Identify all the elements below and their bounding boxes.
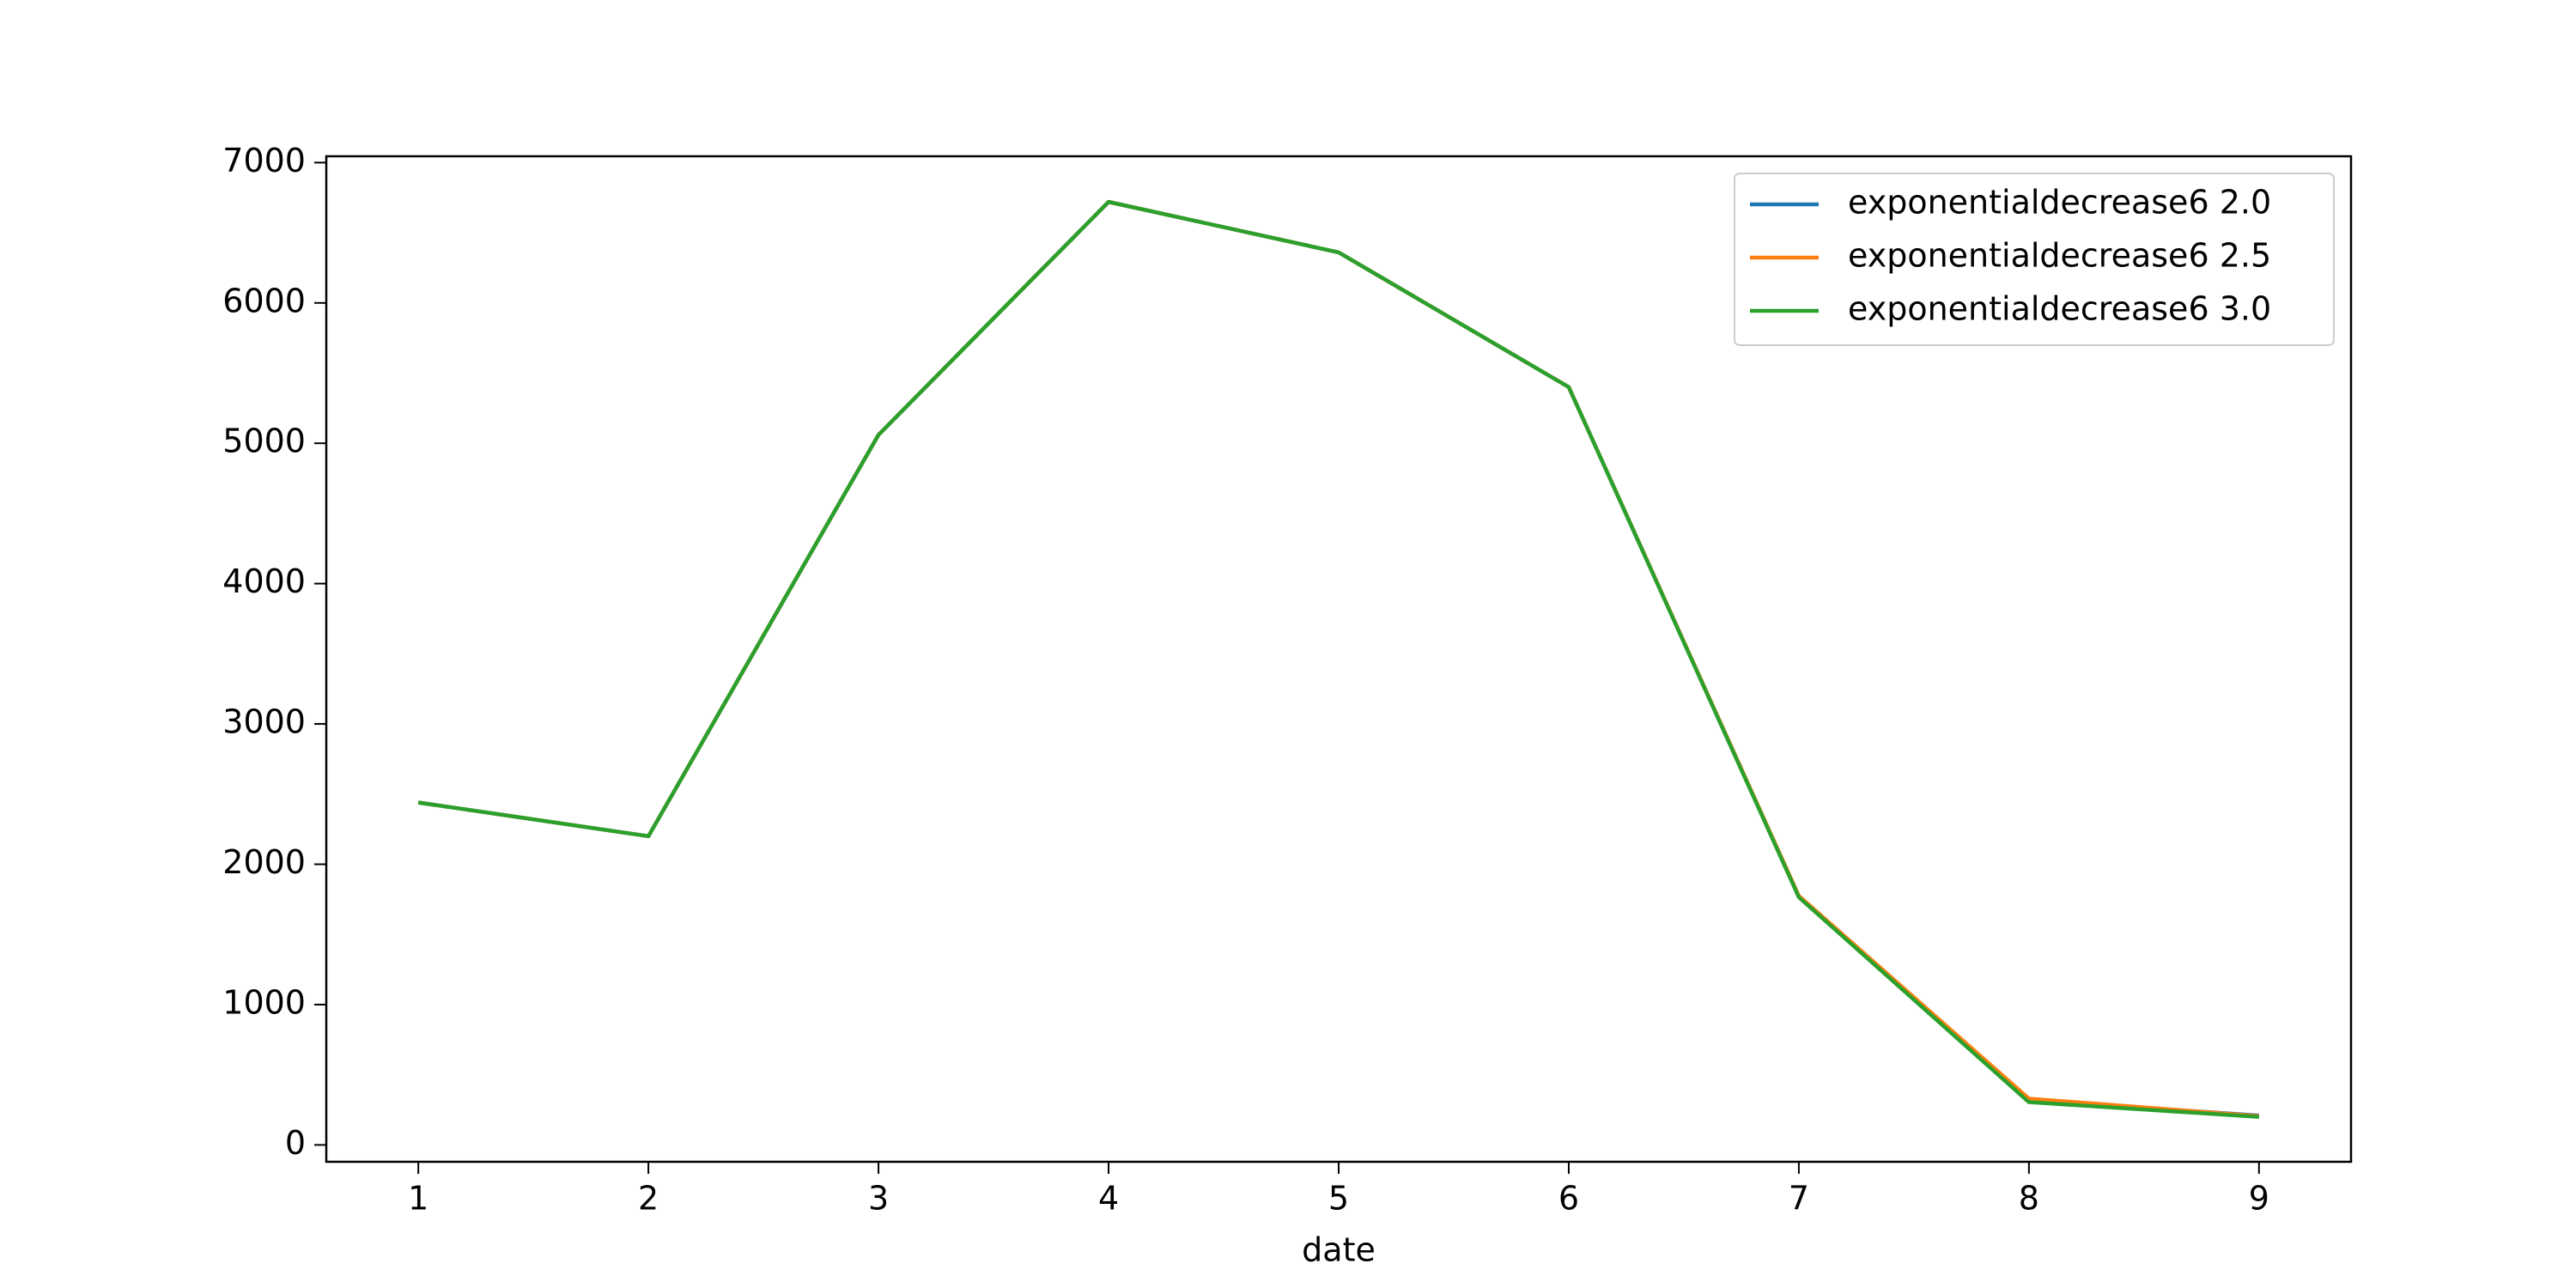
x-tick-label: 1 bbox=[408, 1180, 428, 1218]
legend-label: exponentialdecrease6 2.5 bbox=[1848, 237, 2271, 275]
x-tick-label: 5 bbox=[1328, 1180, 1349, 1218]
y-tick-label: 3000 bbox=[222, 703, 306, 741]
y-tick-label: 6000 bbox=[222, 282, 306, 319]
x-axis-label: date bbox=[1302, 1231, 1376, 1269]
y-tick-label: 4000 bbox=[222, 562, 306, 600]
x-tick-label: 7 bbox=[1789, 1180, 1809, 1218]
x-tick-label: 4 bbox=[1098, 1180, 1119, 1218]
y-tick-label: 7000 bbox=[222, 142, 306, 179]
legend: exponentialdecrease6 2.0 exponentialdecre… bbox=[1734, 173, 2335, 346]
y-tick-label: 2000 bbox=[222, 843, 306, 881]
x-tick-label: 3 bbox=[868, 1180, 889, 1218]
x-tick-label: 2 bbox=[638, 1180, 659, 1218]
x-tick-label: 8 bbox=[2019, 1180, 2039, 1218]
legend-label: exponentialdecrease6 3.0 bbox=[1848, 290, 2271, 328]
plot-frame bbox=[325, 155, 2353, 1163]
legend-box bbox=[1734, 173, 2335, 346]
line bbox=[417, 199, 2259, 1119]
y-tick-label: 5000 bbox=[222, 422, 306, 460]
legend-label: exponentialdecrease6 2.0 bbox=[1848, 184, 2271, 222]
y-tick-label: 1000 bbox=[222, 983, 306, 1021]
x-tick-label: 6 bbox=[1558, 1180, 1579, 1218]
x-tick-label: 9 bbox=[2249, 1180, 2269, 1218]
y-tick-label: 0 bbox=[285, 1124, 306, 1162]
